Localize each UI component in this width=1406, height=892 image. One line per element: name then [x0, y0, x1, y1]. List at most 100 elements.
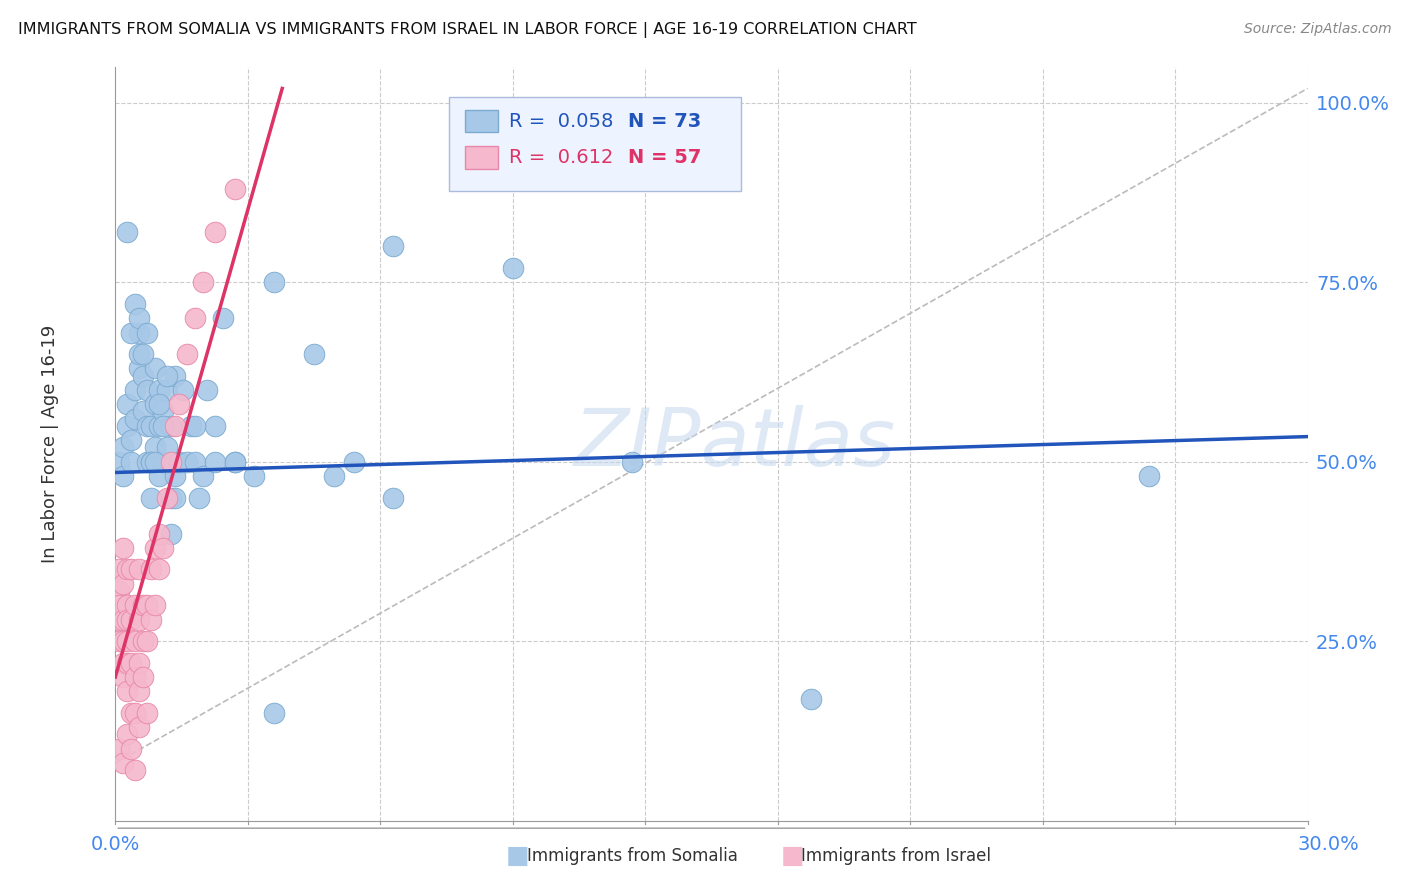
- Point: [112, 613, 135, 627]
- Text: IMMIGRANTS FROM SOMALIA VS IMMIGRANTS FROM ISRAEL IN LABOR FORCE | AGE 16-19 COR: IMMIGRANTS FROM SOMALIA VS IMMIGRANTS FR…: [18, 22, 917, 38]
- Point: [128, 684, 150, 698]
- Point: [184, 455, 207, 469]
- Point: [143, 441, 166, 455]
- Point: [382, 239, 405, 253]
- Bar: [464, 146, 498, 169]
- Point: [132, 670, 155, 684]
- Point: [139, 418, 162, 433]
- Point: [120, 613, 142, 627]
- Point: [120, 742, 142, 756]
- Point: [143, 361, 166, 376]
- Text: Immigrants from Somalia: Immigrants from Somalia: [527, 847, 738, 865]
- Point: [132, 634, 155, 648]
- Point: [382, 491, 405, 505]
- Text: ZIPatlas: ZIPatlas: [574, 405, 897, 483]
- Point: [115, 684, 138, 698]
- Point: [263, 275, 285, 289]
- Point: [136, 455, 159, 469]
- Point: [124, 599, 146, 613]
- Point: [148, 418, 170, 433]
- Point: [211, 311, 233, 326]
- Point: [800, 691, 823, 706]
- Point: [143, 599, 166, 613]
- Point: [152, 455, 174, 469]
- Point: [136, 706, 159, 720]
- Point: [108, 455, 131, 469]
- Point: [156, 368, 179, 383]
- Point: [191, 275, 214, 289]
- Point: [120, 326, 142, 340]
- FancyBboxPatch shape: [449, 97, 741, 191]
- Point: [502, 260, 524, 275]
- Point: [163, 469, 186, 483]
- Point: [124, 706, 146, 720]
- Point: [128, 562, 150, 576]
- Point: [124, 297, 146, 311]
- Point: [115, 418, 138, 433]
- Point: [163, 491, 186, 505]
- Point: [243, 469, 266, 483]
- Point: [120, 656, 142, 670]
- Point: [148, 469, 170, 483]
- Point: [132, 368, 155, 383]
- Point: [163, 368, 186, 383]
- Point: [128, 613, 150, 627]
- Point: [136, 326, 159, 340]
- Point: [176, 455, 198, 469]
- Point: [124, 383, 146, 397]
- Point: [302, 347, 325, 361]
- Point: [263, 706, 285, 720]
- Point: [115, 613, 138, 627]
- Point: [191, 469, 214, 483]
- Point: [152, 541, 174, 555]
- Point: [180, 418, 202, 433]
- Point: [139, 491, 162, 505]
- Point: [128, 326, 150, 340]
- Point: [167, 397, 190, 411]
- Point: [115, 634, 138, 648]
- Point: [163, 418, 186, 433]
- Text: ■: ■: [780, 845, 804, 868]
- Point: [620, 455, 643, 469]
- Point: [224, 182, 246, 196]
- Point: [115, 656, 138, 670]
- Point: [112, 576, 135, 591]
- Point: [128, 347, 150, 361]
- Point: [172, 383, 194, 397]
- Point: [136, 599, 159, 613]
- Point: [115, 562, 138, 576]
- Point: [343, 455, 366, 469]
- Point: [152, 404, 174, 418]
- Point: [176, 347, 198, 361]
- Point: [108, 613, 131, 627]
- Text: ■: ■: [506, 845, 530, 868]
- Text: R =  0.612: R = 0.612: [509, 148, 613, 167]
- Point: [108, 583, 131, 598]
- Point: [139, 455, 162, 469]
- Point: [132, 347, 155, 361]
- Point: [124, 764, 146, 778]
- Point: [204, 225, 226, 239]
- Text: 0.0%: 0.0%: [90, 835, 141, 855]
- Text: Source: ZipAtlas.com: Source: ZipAtlas.com: [1244, 22, 1392, 37]
- Point: [124, 670, 146, 684]
- Point: [132, 404, 155, 418]
- Point: [148, 526, 170, 541]
- Point: [128, 311, 150, 326]
- Point: [115, 599, 138, 613]
- Point: [143, 455, 166, 469]
- Point: [224, 455, 246, 469]
- Point: [148, 397, 170, 411]
- Point: [184, 418, 207, 433]
- Point: [139, 613, 162, 627]
- Point: [204, 418, 226, 433]
- Text: Immigrants from Israel: Immigrants from Israel: [801, 847, 991, 865]
- Point: [195, 383, 218, 397]
- Point: [139, 455, 162, 469]
- Point: [160, 526, 183, 541]
- Point: [136, 634, 159, 648]
- Point: [128, 361, 150, 376]
- Point: [115, 225, 138, 239]
- Point: [139, 562, 162, 576]
- Bar: [464, 110, 498, 133]
